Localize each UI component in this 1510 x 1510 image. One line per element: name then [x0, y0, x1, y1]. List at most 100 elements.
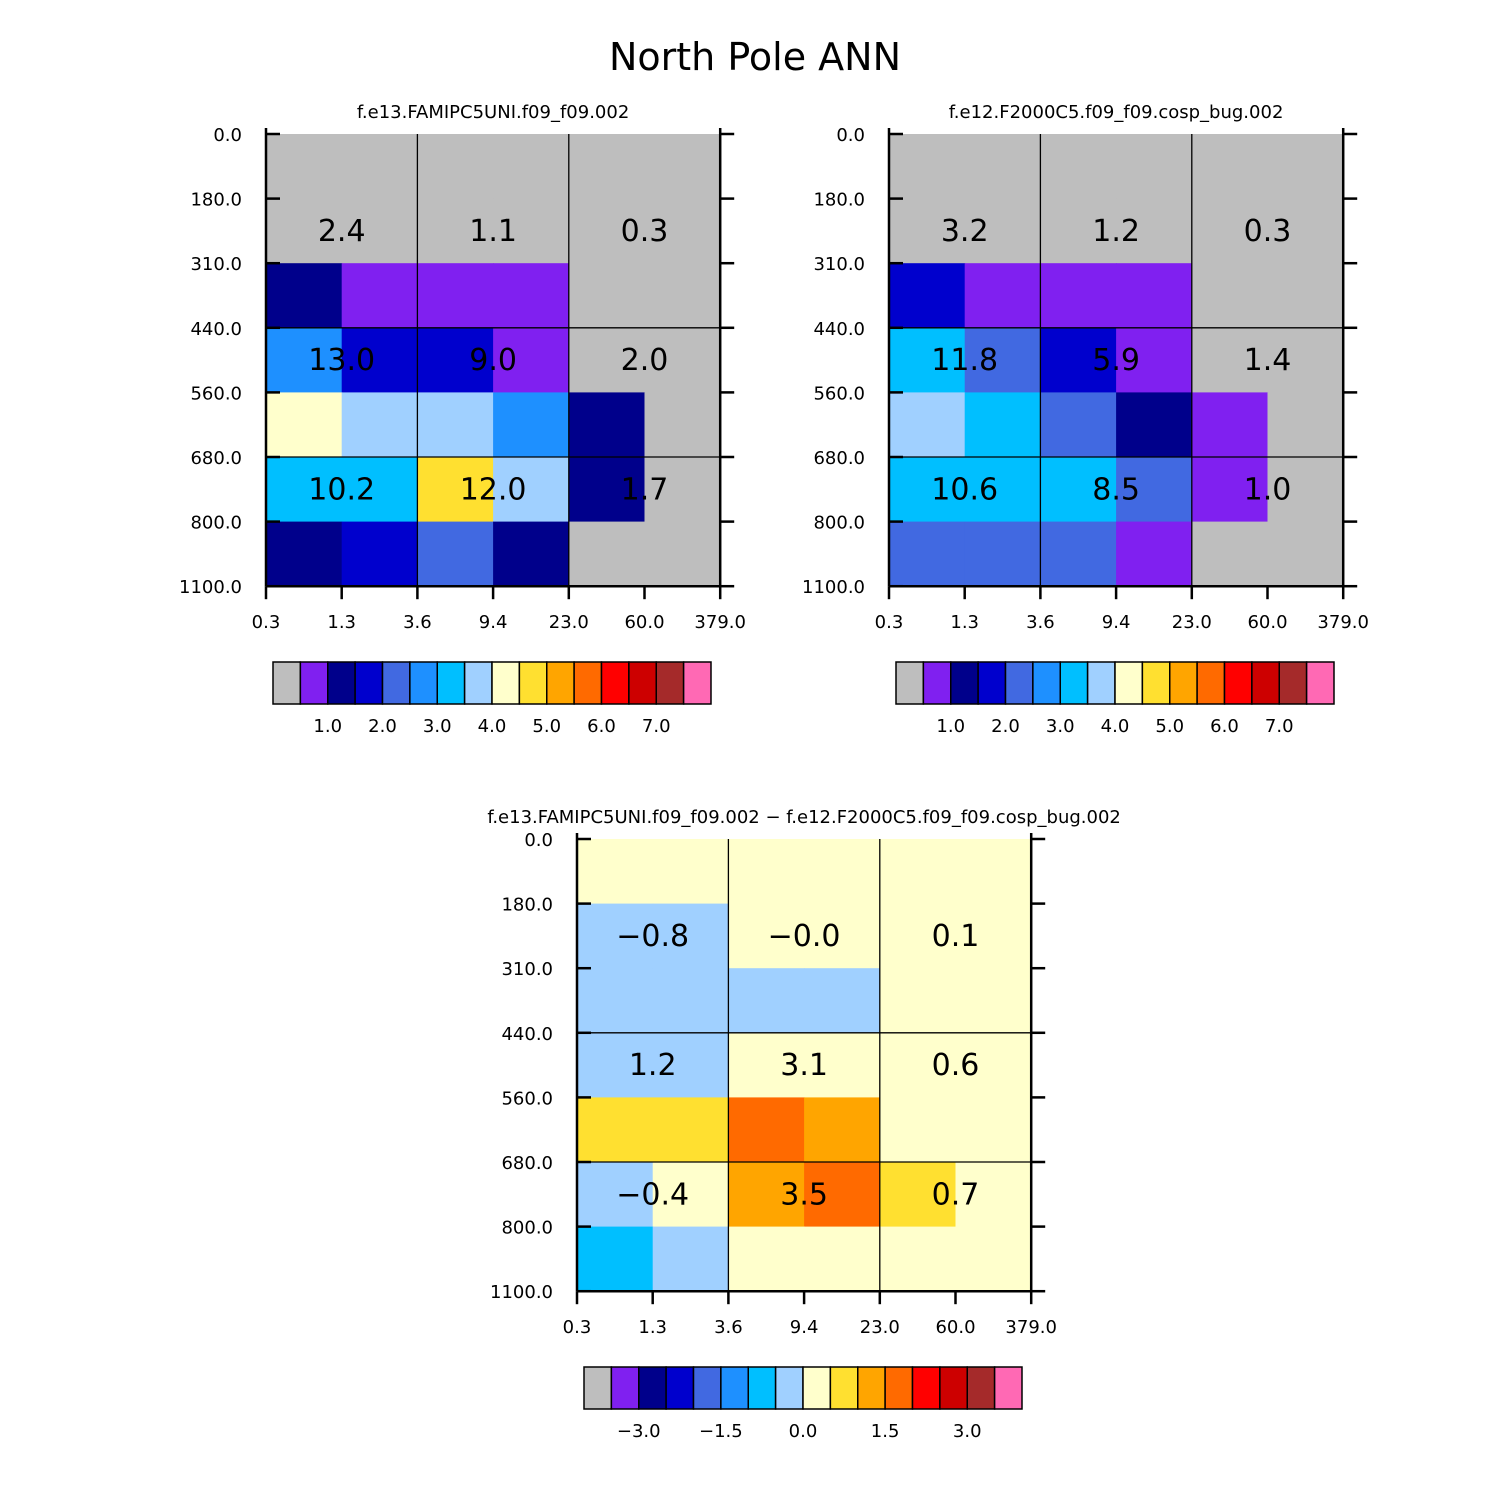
colorbar-box: [628, 661, 657, 705]
heatmap-cell: [577, 968, 654, 1034]
x-tick-label: 60.0: [935, 1317, 975, 1338]
colorbar-box: [272, 661, 302, 705]
x-tick-label: 379.0: [694, 612, 746, 633]
colorbar-label: 4.0: [1101, 716, 1130, 737]
cell-value-label: 9.0: [469, 343, 517, 378]
colorbar-box: [774, 1366, 804, 1410]
colorbar-box: [546, 661, 575, 705]
colorbar-label: 1.0: [936, 716, 965, 737]
heatmap-cell: [1040, 392, 1117, 458]
heatmap-cell: [652, 968, 729, 1034]
y-tick-label: 680.0: [501, 1153, 553, 1174]
heatmap-cell: [577, 1097, 654, 1163]
colorbar-box: [1169, 661, 1198, 705]
heatmap-cell: [1191, 457, 1269, 523]
colorbar-label: −1.5: [699, 1421, 743, 1442]
heatmap-cell: [577, 839, 654, 905]
heatmap-cell: [341, 263, 418, 329]
heatmap-cell: [266, 392, 343, 458]
heatmap-cell: [644, 521, 721, 587]
heatmap-cell: [1040, 521, 1117, 587]
colorbar-box: [436, 661, 466, 705]
heatmap-cell: [266, 134, 343, 200]
y-tick-label: 1100.0: [802, 577, 865, 598]
colorbar-box: [1141, 661, 1171, 705]
heatmap-cell: [1116, 263, 1193, 329]
heatmap-cell: [652, 1162, 729, 1228]
heatmap-cell: [266, 263, 343, 329]
cell-value-label: 5.9: [1092, 343, 1140, 378]
heatmap-cell: [568, 457, 646, 523]
y-tick-label: 180.0: [501, 895, 553, 916]
colorbar-label: 3.0: [423, 716, 452, 737]
heatmap-cell: [341, 521, 418, 587]
heatmap-cell: [889, 327, 966, 393]
x-tick-label: 3.6: [1026, 612, 1055, 633]
y-tick-label: 680.0: [813, 448, 865, 469]
x-tick-label: 23.0: [1172, 612, 1212, 633]
heatmap-cell: [577, 903, 654, 969]
heatmap-cell: [266, 521, 343, 587]
cell-value-label: 0.6: [932, 1048, 980, 1083]
y-tick-label: 440.0: [813, 319, 865, 340]
panel-1: f.e13.FAMIPC5UNI.f09_f09.002 0.0 180.0 310.…: [179, 102, 746, 737]
y-tick-label: 800.0: [501, 1218, 553, 1239]
colorbar-box: [327, 661, 356, 705]
colorbar-box: [1223, 661, 1253, 705]
heatmap-cell: [804, 1097, 881, 1163]
heatmap-cell: [1267, 134, 1344, 200]
heatmap-cell: [568, 198, 646, 264]
cell-value-label: 1.2: [1092, 214, 1140, 249]
colorbar-label: 1.5: [871, 1421, 900, 1442]
heatmap-cell: [577, 1226, 654, 1292]
y-tick-label: 1100.0: [179, 577, 242, 598]
heatmap-cell: [1040, 198, 1117, 264]
colorbar-box: [518, 661, 548, 705]
heatmap-cell: [644, 198, 721, 264]
x-tick-label: 379.0: [1005, 1317, 1057, 1338]
x-tick-label: 3.6: [403, 612, 432, 633]
heatmap-cell: [964, 392, 1041, 458]
cell-value-label: 0.1: [932, 919, 980, 954]
heatmap-cell: [879, 1162, 957, 1228]
colorbar-label: 5.0: [1155, 716, 1184, 737]
colorbar-box: [354, 661, 384, 705]
y-tick-label: 0.0: [213, 125, 242, 146]
heatmap-cell: [417, 134, 494, 200]
heatmap-cell: [644, 457, 721, 523]
colorbar-box: [381, 661, 411, 705]
heatmap-cell: [1267, 327, 1344, 393]
cell-value-label: 10.6: [931, 472, 998, 507]
heatmap-cell: [652, 1226, 729, 1292]
colorbar-box: [884, 1366, 914, 1410]
heatmap-cell: [804, 903, 881, 969]
y-tick-label: 310.0: [813, 254, 865, 275]
cell-value-label: 10.2: [308, 472, 375, 507]
heatmap-cell: [493, 134, 570, 200]
heatmap-cell: [493, 521, 570, 587]
y-tick-label: 440.0: [190, 319, 242, 340]
heatmap-cell: [879, 1226, 957, 1292]
heatmap-cell: [1191, 392, 1269, 458]
y-tick-label: 310.0: [190, 254, 242, 275]
heatmap-cell: [955, 839, 1032, 905]
x-tick-label: 1.3: [327, 612, 356, 633]
heatmap-cell: [493, 263, 570, 329]
x-tick-label: 60.0: [1247, 612, 1287, 633]
main-title: North Pole ANN: [609, 35, 901, 79]
heatmap-cell: [266, 198, 343, 264]
heatmap-cell: [417, 521, 494, 587]
heatmap-cell: [728, 1226, 805, 1292]
colorbar-box: [583, 1366, 613, 1410]
colorbar-label: 0.0: [789, 1421, 818, 1442]
colorbar-label: 7.0: [642, 716, 671, 737]
heatmap-cell: [879, 1032, 957, 1098]
heatmap-cell: [955, 1032, 1032, 1098]
heatmap-cell: [417, 392, 494, 458]
cell-value-label: 8.5: [1092, 472, 1140, 507]
heatmap-cell: [728, 1097, 805, 1163]
colorbar-box: [1114, 661, 1144, 705]
heatmap-cell: [417, 198, 494, 264]
cell-value-label: −0.4: [616, 1177, 689, 1212]
heatmap-cell: [889, 263, 966, 329]
